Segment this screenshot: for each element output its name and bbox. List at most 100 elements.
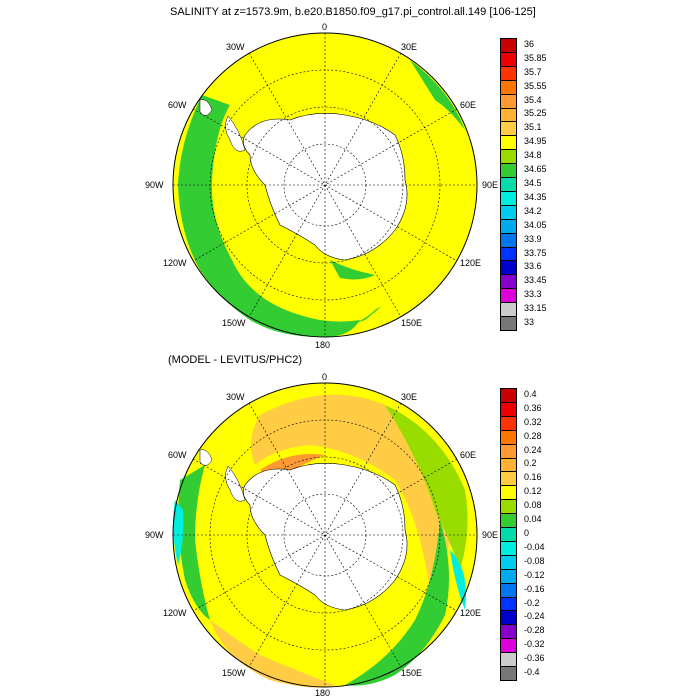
lon-label: 30W (226, 42, 245, 52)
colorbar-swatch (500, 218, 517, 234)
colorbar-swatch (500, 568, 517, 584)
colorbar-swatch (500, 288, 517, 304)
colorbar-swatch (500, 121, 517, 137)
colorbar-swatch (500, 246, 517, 262)
colorbar-label: 33.45 (524, 275, 547, 286)
colorbar-label: 0.08 (524, 500, 542, 511)
lon-label: 60W (168, 450, 187, 460)
colorbar-swatch (500, 38, 517, 53)
colorbar-swatch (500, 274, 517, 290)
colorbar-label: 33.9 (524, 233, 542, 244)
lon-label: 60W (168, 100, 187, 110)
colorbar-label: 0.12 (524, 486, 542, 497)
colorbar-label: 35.85 (524, 52, 547, 63)
lon-label: 30E (401, 392, 418, 402)
colorbar-swatch (500, 596, 517, 612)
colorbar-label: 0.16 (524, 472, 542, 483)
colorbar-swatch (500, 638, 517, 654)
lon-label: 150W (222, 318, 246, 328)
colorbar-swatch (500, 485, 517, 501)
colorbar-label: -0.32 (524, 639, 545, 650)
colorbar-swatch (500, 163, 517, 179)
graticule (173, 33, 477, 337)
colorbar-label: -0.36 (524, 653, 545, 664)
colorbar-swatch (500, 582, 517, 598)
colorbar-swatch (500, 471, 517, 487)
colorbar-swatch (500, 135, 517, 151)
difference-colorbar: 0.4 0.36 0.32 0.28 0.24 0.2 0.16 0.12 0.08 0.04 0 -… (500, 388, 560, 681)
lon-label: 120W (163, 608, 187, 618)
colorbar-swatch (500, 204, 517, 220)
colorbar-label: 0.32 (524, 416, 542, 427)
colorbar-label: 34.05 (524, 219, 547, 230)
colorbar-swatch (500, 93, 517, 109)
colorbar-label: 33.75 (524, 247, 547, 258)
colorbar-swatch (500, 415, 517, 431)
lon-label: 180 (315, 688, 331, 698)
map-boundary (172, 32, 478, 338)
colorbar-swatch (500, 79, 517, 95)
lon-label: 90E (482, 530, 499, 540)
colorbar-label: 34.65 (524, 164, 547, 175)
map-boundary (172, 382, 478, 688)
colorbar-label: -0.2 (524, 597, 540, 608)
colorbar-label: -0.08 (524, 555, 545, 566)
lon-label: 60E (460, 100, 477, 110)
colorbar-label: 35.1 (524, 122, 542, 133)
colorbar-swatch (500, 190, 517, 206)
colorbar-label: 34.35 (524, 191, 547, 202)
colorbar-swatch (500, 457, 517, 473)
colorbar-label: 35.7 (524, 66, 542, 77)
colorbar-swatch (500, 540, 517, 556)
lon-label: 150W (222, 668, 246, 678)
colorbar-label: 0.36 (524, 402, 542, 413)
colorbar-label: 33.3 (524, 289, 542, 300)
colorbar-swatch (500, 149, 517, 165)
colorbar-swatch (500, 527, 517, 542)
colorbar-label: 33.15 (524, 303, 547, 314)
colorbar-swatch (500, 232, 517, 248)
lon-label: 180 (315, 340, 331, 350)
lon-label: 90W (145, 180, 164, 190)
colorbar-label: -0.16 (524, 583, 545, 594)
colorbar-swatch (500, 429, 517, 445)
colorbar-swatch (500, 554, 517, 570)
lon-label: 120W (163, 258, 187, 268)
graticule (173, 383, 477, 687)
colorbar-swatch (500, 388, 517, 403)
lon-label: 0 (322, 22, 328, 32)
colorbar-label: 34.95 (524, 136, 547, 147)
lon-label: 0 (322, 372, 328, 382)
colorbar-label: 34.5 (524, 178, 542, 188)
colorbar-label: 0.28 (524, 430, 542, 441)
lon-label: 90W (145, 530, 164, 540)
colorbar-label: -0.4 (524, 667, 540, 678)
difference-map-title: (MODEL - LEVITUS/PHC2) (168, 354, 303, 366)
colorbar-swatch (500, 666, 517, 681)
colorbar-label: 34.8 (524, 150, 542, 161)
colorbar-swatch (500, 513, 517, 529)
colorbar-label: -0.24 (524, 611, 545, 622)
difference-polar-map (172, 382, 478, 688)
colorbar-swatch (500, 499, 517, 515)
colorbar-swatch (500, 260, 517, 276)
colorbar-label: 33.6 (524, 261, 542, 272)
colorbar-label: 35.55 (524, 80, 547, 91)
salinity-colorbar: 36 35.85 35.7 35.55 35.4 35.25 35.1 34.95 34.8 34… (500, 38, 560, 331)
colorbar-swatch (500, 401, 517, 417)
colorbar-label: 0 (524, 528, 530, 538)
colorbar-swatch (500, 652, 517, 668)
colorbar-label: -0.28 (524, 625, 545, 636)
salinity-map-title: SALINITY at z=1573.9m, b.e20.B1850.f09_g… (170, 6, 536, 18)
colorbar-label: 0.4 (524, 388, 537, 399)
salinity-polar-map (172, 32, 478, 338)
colorbar-swatch (500, 610, 517, 626)
colorbar-swatch (500, 51, 517, 67)
colorbar-swatch (500, 443, 517, 459)
colorbar-swatch (500, 177, 517, 192)
lon-label: 30W (226, 392, 245, 402)
lon-label: 90E (482, 180, 499, 190)
lon-label: 150E (401, 668, 423, 678)
colorbar-label: 35.4 (524, 94, 542, 105)
colorbar-swatch (500, 302, 517, 318)
